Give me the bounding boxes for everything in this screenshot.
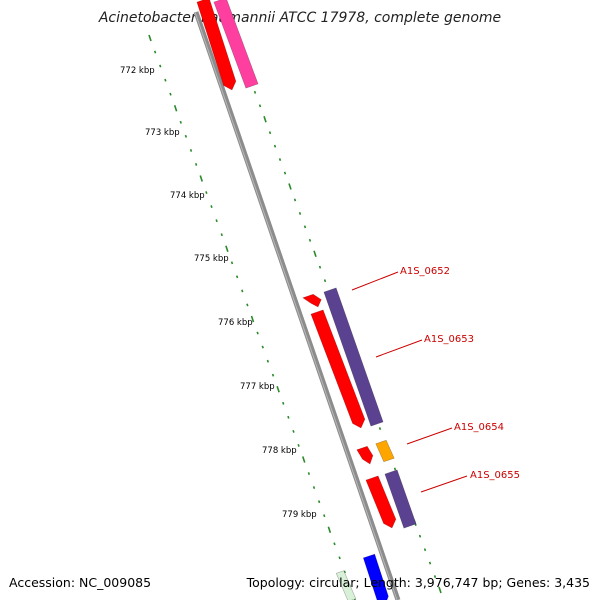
- tick-right-minor: [418, 534, 422, 538]
- tick-left-minor: [292, 429, 295, 433]
- tick-left-minor: [169, 92, 172, 96]
- gene-label-A1S_0654[interactable]: A1S_0654: [454, 422, 504, 433]
- gene-label-leader-A1S_0655: [420, 475, 468, 493]
- gene-labels: A1S_0652 A1S_0653 A1S_0654 A1S_0655: [351, 266, 520, 493]
- tick-right-minor: [258, 104, 262, 108]
- tick-left-major: [173, 104, 178, 112]
- tick-left-minor: [153, 50, 157, 54]
- tick-left-minor: [343, 570, 346, 574]
- gene-orange: [375, 439, 395, 463]
- tick-left-major: [199, 175, 203, 182]
- gene-label-leader-A1S_0653: [375, 339, 423, 358]
- tick-left-minor: [230, 261, 234, 265]
- tick-right-major: [263, 115, 267, 123]
- tick-left-minor: [159, 64, 162, 68]
- tick-left-major: [225, 245, 229, 253]
- tick-left-major: [276, 385, 280, 393]
- tick-left-minor: [256, 331, 259, 335]
- tick-left-minor: [261, 345, 264, 349]
- backbone-line: [193, 11, 401, 600]
- tick-left-minor: [297, 443, 300, 447]
- gene-purple-1: [323, 287, 384, 427]
- tick-left-minor: [312, 486, 316, 490]
- tick-right-minor: [283, 171, 287, 175]
- tick-left-minor: [179, 120, 182, 124]
- tick-right-minor: [318, 265, 322, 269]
- tick-left-minor: [271, 373, 275, 377]
- tick-right-minor: [273, 144, 277, 148]
- tick-left-minor: [164, 78, 167, 82]
- tick-left-minor: [194, 162, 198, 166]
- tick-right-minor: [393, 467, 397, 471]
- tick-right-major: [313, 250, 317, 258]
- tick-right-minor: [293, 198, 297, 202]
- tick-left-minor: [189, 148, 193, 152]
- gene-red-small-1: [302, 293, 322, 308]
- gene-features: [196, 0, 417, 600]
- tick-right-minor: [298, 211, 302, 215]
- tick-left-major: [250, 315, 255, 323]
- tick-left-minor: [241, 289, 244, 293]
- tick-right-minor: [323, 279, 327, 283]
- tick-right-minor: [253, 90, 257, 94]
- scale-label-775: 775 kbp: [194, 254, 229, 264]
- tick-left-minor: [184, 134, 188, 138]
- gene-label-A1S_0652[interactable]: A1S_0652: [400, 266, 450, 277]
- tick-left-minor: [333, 542, 336, 546]
- tick-left-minor: [266, 359, 270, 363]
- accession-text: Accession: NC_009085: [9, 575, 152, 590]
- scale-label-774: 774 kbp: [170, 191, 205, 201]
- gene-label-A1S_0653[interactable]: A1S_0653: [424, 334, 474, 345]
- tick-right-minor: [308, 238, 312, 242]
- gene-faint-bottom: [335, 570, 357, 600]
- scale-ticks-left: [148, 34, 356, 600]
- tick-right-minor: [433, 575, 437, 579]
- gene-red-small-2: [356, 445, 374, 465]
- tick-left-minor: [246, 303, 249, 307]
- tick-left-major: [148, 34, 152, 42]
- scale-label-779: 779 kbp: [282, 510, 317, 520]
- tick-right-major: [438, 586, 442, 594]
- scale-label-773: 773 kbp: [145, 128, 180, 138]
- tick-left-minor: [235, 275, 239, 279]
- tick-right-minor: [378, 427, 382, 431]
- gene-label-leader-A1S_0654: [406, 427, 453, 445]
- gene-label-A1S_0655[interactable]: A1S_0655: [470, 470, 520, 481]
- gene-label-leader-A1S_0652: [351, 271, 399, 291]
- tick-left-minor: [287, 415, 290, 419]
- tick-left-minor: [205, 191, 208, 195]
- gene-red-2: [365, 475, 397, 529]
- tick-right-minor: [423, 548, 427, 552]
- gene-purple-2: [384, 469, 417, 529]
- tick-left-minor: [282, 401, 285, 405]
- scale-label-777: 777 kbp: [240, 382, 275, 392]
- gene-pink-top: [213, 0, 259, 89]
- tick-right-minor: [303, 225, 307, 229]
- tick-right-minor: [428, 561, 432, 565]
- scale-label-776: 776 kbp: [218, 318, 253, 328]
- gene-red-long: [310, 309, 366, 429]
- gene-red-top: [196, 0, 237, 91]
- tick-left-minor: [338, 556, 341, 560]
- scale-label-778: 778 kbp: [262, 446, 297, 456]
- tick-left-minor: [323, 514, 326, 518]
- topology-text: Topology: circular; Length: 3,976,747 bp…: [246, 575, 590, 590]
- scale-label-772: 772 kbp: [120, 66, 155, 76]
- tick-left-minor: [215, 219, 218, 223]
- tick-right-major: [288, 183, 292, 190]
- scale-labels: 772 kbp 773 kbp 774 kbp 775 kbp 776 kbp 777 k…: [120, 66, 317, 520]
- tick-left-minor: [317, 500, 321, 504]
- backbone-highlight: [194, 11, 398, 600]
- genome-backbone: [193, 11, 401, 600]
- gene-blue-bottom: [362, 553, 389, 600]
- tick-right-minor: [278, 158, 282, 162]
- tick-left-major: [327, 526, 332, 534]
- tick-left-minor: [307, 472, 311, 476]
- tick-left-major: [302, 456, 306, 463]
- tick-left-minor: [210, 205, 213, 209]
- tick-right-minor: [268, 131, 272, 135]
- tick-left-minor: [220, 233, 223, 237]
